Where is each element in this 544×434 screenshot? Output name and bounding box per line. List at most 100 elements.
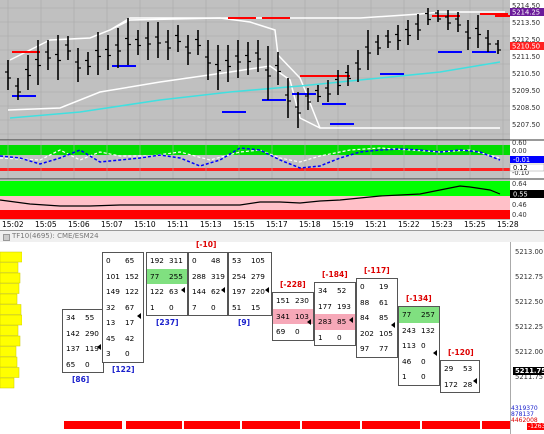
price-label: 5212.00 [515,348,544,356]
ask-volume: 0 [421,341,426,350]
bid-volume: 69 [276,327,286,336]
footprint-bar[interactable]: 77 257 243 132 113 0 46 0 1 0 [398,306,440,386]
footer-volume-strip [64,421,510,429]
footprint-row: 46 0 [399,354,439,370]
footprint-row: 34 55 [63,310,103,326]
ask-volume: 65 [125,256,135,265]
price-label: 5213.50 [512,19,540,27]
time-tick-label: 15:25 [464,220,486,229]
trend-line [9,61,501,119]
indicator1-white-line [0,147,501,163]
bid-volume: 202 [360,328,374,338]
time-tick-label: 15:21 [365,220,387,229]
footprint-row: 202 105 [357,326,397,342]
volume-profile-bar [0,314,22,326]
ask-volume: 15 [251,302,261,312]
price-label: 5212.50 [512,36,540,44]
price-axis-bottom: 5213.00 5212.75 5212.50 5212.25 5212.00 5211.… [510,242,544,434]
indicator2-axis-bg [510,180,544,220]
footprint-bar[interactable]: 29 53 172 28 [440,360,480,393]
indicator2-label: 0.40 [512,211,527,219]
bid-volume: 177 [318,301,332,311]
bid-volume: 77 [150,271,160,281]
bid-volume: 192 [150,256,164,265]
ask-volume: 255 [169,271,183,281]
ask-volume: 0 [85,359,90,369]
close-marker-icon [181,287,185,294]
price-label: 5213.00 [515,248,544,256]
footprint-bar[interactable]: 0 65 101 152 149 122 32 67 13 17 45 42 3 0 [102,252,144,363]
footprint-row: 0 48 [189,253,227,269]
footprint-row: 65 0 [63,357,103,373]
indicator2-red-band [0,210,510,219]
footprint-delta: [86] [72,375,90,384]
time-axis: 15:02 15:05 15:06 15:07 15:10 15:11 15:13 15:15… [0,220,519,230]
ask-volume: 119 [85,344,99,353]
footprint-row: 177 193 [315,299,355,315]
footprint-row: 32 67 [103,300,143,316]
indicator2-line [0,185,501,207]
volume-profile [0,251,22,389]
time-tick-label: 15:11 [167,220,189,229]
envelope-lower-line [9,17,500,129]
footprint-delta: [-184] [322,270,348,279]
indicator2-green-band [0,181,510,196]
volume-profile-bar [0,377,15,389]
footer-volume-bar [126,421,182,429]
footprint-delta: [237] [156,318,179,327]
price-label: 5212.50 [515,298,544,306]
volume-profile-bar [0,283,20,294]
time-tick-label: 15:06 [68,220,90,229]
time-tick-label: 15:28 [497,220,519,229]
bid-volume: 53 [232,256,242,265]
bid-volume: 97 [360,344,370,353]
footprint-delta: [-120] [448,348,474,357]
price-label: 5214.50 [512,2,540,10]
ask-volume: 122 [125,287,139,296]
bid-volume: 101 [106,271,120,281]
bid-volume: 0 [360,282,365,291]
footprint-row: 197 220 [229,284,271,300]
footprint-row: 283 85 [315,314,355,330]
ask-volume: 103 [295,311,309,321]
footprint-bar[interactable]: 0 19 88 61 84 85 202 105 97 77 [356,278,398,358]
ask-volume: 48 [211,256,221,265]
footprint-bar[interactable]: 192 311 77 255 122 63 1 0 [146,252,188,316]
indicator1-blue-line [0,147,501,169]
bid-volume: 1 [318,332,323,342]
bid-volume: 1 [150,302,155,312]
close-marker-icon [473,378,477,385]
bid-volume: 3 [106,349,111,358]
footer-volume-bar [184,421,240,429]
footprint-bar[interactable]: 151 230 341 103 69 0 [272,292,314,341]
time-tick-label: 15:02 [2,220,24,229]
volume-profile-bar [0,293,18,305]
price-chart[interactable]: 5214.50 5213.50 5212.50 5211.50 5210.50 5209.… [0,0,544,230]
ask-volume: 257 [421,310,435,319]
bid-volume: 144 [192,287,206,296]
footprint-bar[interactable]: 34 52 177 193 283 85 1 0 [314,282,356,346]
footprint-panel-title: TF10(4695): CME/ESM24 [12,232,99,240]
footprint-delta: [-117] [364,266,390,275]
footprint-bar[interactable]: 0 48 288 319 144 62 7 0 [188,252,228,316]
bid-volume: 341 [276,311,290,321]
footer-total: 878137 [511,411,534,418]
footprint-row: 84 85 [357,310,397,326]
ask-volume: 220 [251,287,265,296]
footprint-row: 51 15 [229,300,271,316]
price-label: 5212.75 [515,273,544,281]
footprint-chart[interactable]: 34 55 142 290 137 119 65 0 [86] 0 65 101 152 149 122 32… [0,240,544,434]
footprint-delta: [122] [112,364,135,374]
footprint-row: 137 119 [63,341,103,357]
bid-volume: 13 [106,318,116,327]
footprint-bar[interactable]: 34 55 142 290 137 119 65 0 [62,309,104,373]
bid-volume: 197 [232,287,246,296]
footprint-bar[interactable]: 53 105 254 279 197 220 51 15 [228,252,272,316]
bid-volume: 243 [402,325,416,335]
footprint-row: 101 152 [103,269,143,285]
footprint-row: 69 0 [273,324,313,340]
ask-volume: 0 [421,356,426,366]
time-tick-label: 15:07 [101,220,123,229]
bid-volume: 46 [402,356,412,366]
